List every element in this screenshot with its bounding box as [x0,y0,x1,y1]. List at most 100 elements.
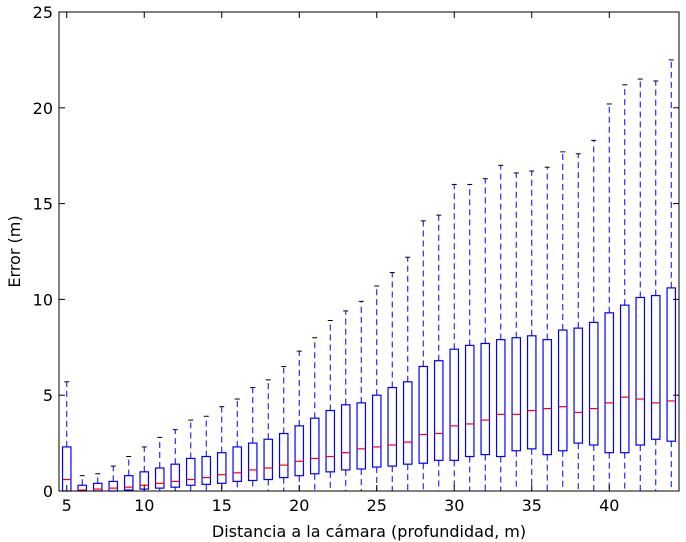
box-38 [573,153,584,492]
box-rect [371,394,382,468]
box-rect [418,365,429,464]
box-39 [588,139,599,492]
x-tick-label: 40 [599,496,619,515]
box-27 [402,256,413,492]
box-rect [604,312,615,454]
box-11 [154,436,165,492]
box-rect [216,452,227,484]
box-8 [108,465,119,492]
box-rect [123,475,134,491]
y-tick-label: 0 [43,482,53,501]
box-rect [232,446,243,483]
box-6 [77,475,88,492]
plot-frame [58,11,680,492]
box-16 [232,398,243,492]
box-rect [433,360,444,461]
box-rect [294,425,305,477]
box-rect [573,327,584,444]
box-21 [309,337,320,492]
box-33 [495,164,506,492]
box-12 [170,429,181,492]
box-rect [185,457,196,486]
box-rect [495,339,506,458]
box-28 [418,220,429,492]
y-tick-label: 5 [43,386,53,405]
box-29 [433,214,444,492]
box-rect [619,304,630,454]
box-rect [588,321,599,446]
box-rect [340,404,351,471]
box-10 [139,446,150,492]
box-19 [278,365,289,492]
box-rect [278,432,289,479]
box-rect [356,402,367,470]
box-rect [542,339,553,456]
box-rect [480,342,491,456]
box-36 [542,166,553,492]
x-tick-label: 25 [367,496,387,515]
box-22 [325,319,336,492]
box-40 [604,103,615,492]
y-axis-ticks: 0 5 10 15 20 25 [33,3,679,501]
box-14 [201,415,212,492]
box-rect [154,467,165,489]
box-25 [371,285,382,492]
y-tick-label: 10 [33,290,53,309]
box-rect [309,417,320,475]
x-axis-title: Distancia a la cámara (profundidad, m) [212,522,526,541]
box-rect [650,294,661,440]
box-9 [123,456,134,492]
box-rect [108,480,119,492]
box-44 [666,59,677,492]
x-tick-label: 35 [522,496,542,515]
box-rect [635,296,646,446]
boxes-layer [61,59,677,492]
box-43 [650,80,661,492]
box-rect [511,337,522,452]
box-rect [464,344,475,458]
box-rect [247,442,258,482]
x-tick-label: 20 [289,496,309,515]
box-rect [387,386,398,467]
box-26 [387,272,398,492]
box-rect [92,482,103,492]
box-7 [92,473,103,492]
box-20 [294,350,305,492]
x-axis-ticks: 5 10 15 20 25 30 35 40 [62,12,619,515]
box-24 [356,300,367,492]
box-34 [511,172,522,492]
box-rect [666,287,677,442]
box-35 [526,170,537,492]
box-rect [61,446,72,492]
y-tick-label: 20 [33,99,53,118]
y-tick-label: 15 [33,195,53,214]
y-axis-title: Error (m) [5,215,24,287]
box-rect [526,335,537,450]
x-tick-label: 5 [62,496,72,515]
y-tick-label: 25 [33,3,53,22]
box-23 [340,310,351,492]
x-tick-label: 30 [444,496,464,515]
box-rect [201,455,212,485]
box-31 [464,183,475,492]
box-17 [247,387,258,492]
box-rect [263,438,274,481]
box-rect [449,348,460,461]
box-18 [263,379,274,492]
x-tick-label: 15 [212,496,232,515]
box-13 [185,419,196,492]
box-rect [325,409,336,473]
x-tick-label: 10 [134,496,154,515]
box-41 [619,84,630,492]
box-5 [61,381,72,492]
box-42 [635,78,646,492]
box-rect [557,329,568,452]
box-rect [170,463,181,488]
box-15 [216,406,227,492]
box-32 [480,178,491,492]
box-30 [449,183,460,492]
box-rect [402,381,413,465]
box-37 [557,151,568,492]
